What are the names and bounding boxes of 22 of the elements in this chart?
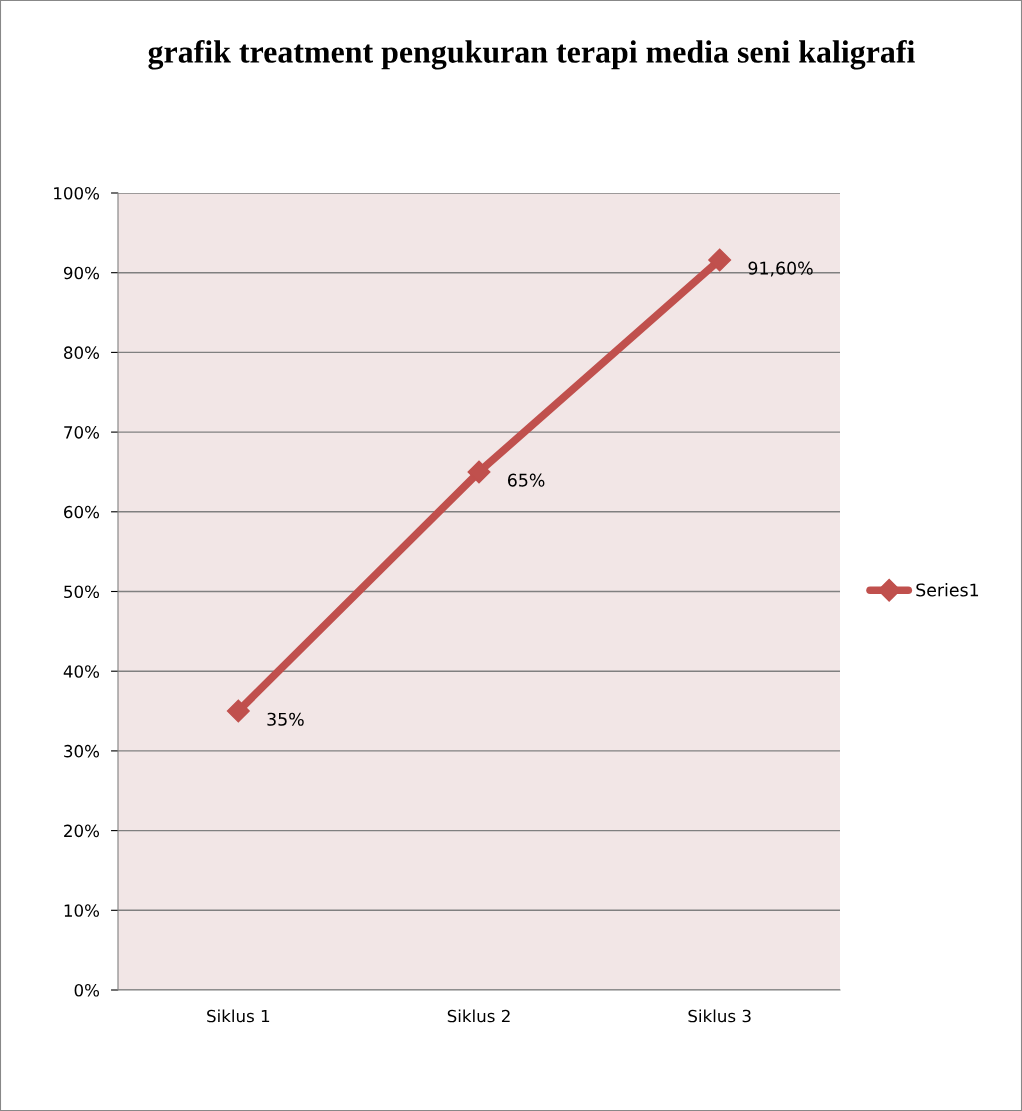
point [226,699,250,723]
y-tick-label: 80% [64,346,100,359]
point [467,460,491,484]
y-tick-label: 100% [54,186,100,200]
data-label: 35% [267,712,304,726]
legend-label: Series1 [916,583,979,597]
y-tick-label: 10% [64,904,100,917]
y-tick-label: 20% [64,824,100,838]
y-tick-label: 70% [64,426,100,439]
point [708,248,732,272]
data-label: 91,60% [748,261,813,277]
y-tick-label: 90% [63,266,100,280]
y-tick-label: 50% [64,585,100,599]
x-tick-label: Siklus 2 [447,1009,510,1023]
y-tick-label: 0% [74,983,100,997]
chart-title: grafik treatment pengukuran terapi media seni kaligrafi [148,40,915,70]
data-label: 65% [507,473,545,487]
x-tick-label: Siklus 3 [688,1009,751,1023]
y-tick-label: 40% [63,665,100,678]
x-tick-label: Siklus 1 [207,1009,270,1023]
y-tick-label: 30% [64,744,100,758]
y-tick-label: 60% [64,505,100,519]
